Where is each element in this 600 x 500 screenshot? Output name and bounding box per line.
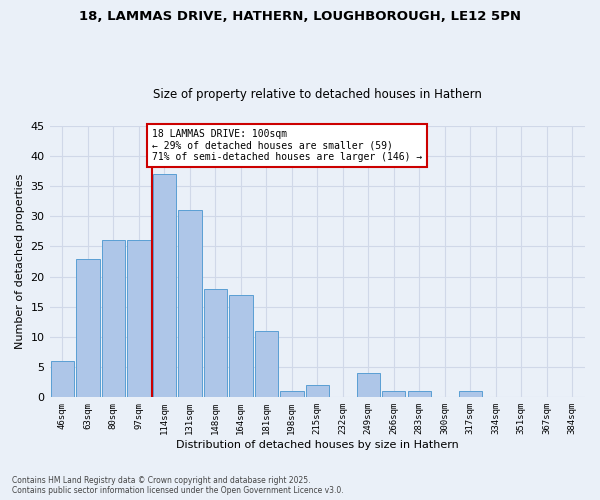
Bar [76, 258, 100, 398]
Bar [254, 331, 278, 398]
Bar [178, 210, 202, 398]
Bar [356, 373, 380, 398]
Text: Contains HM Land Registry data © Crown copyright and database right 2025.
Contai: Contains HM Land Registry data © Crown c… [12, 476, 344, 495]
Bar [127, 240, 151, 398]
Bar [280, 392, 304, 398]
Bar [305, 386, 329, 398]
Bar [152, 174, 176, 398]
Y-axis label: Number of detached properties: Number of detached properties [15, 174, 25, 349]
X-axis label: Distribution of detached houses by size in Hathern: Distribution of detached houses by size … [176, 440, 458, 450]
Bar [50, 361, 74, 398]
Bar [407, 392, 431, 398]
Bar [203, 288, 227, 398]
Bar [229, 294, 253, 398]
Bar [101, 240, 125, 398]
Text: 18 LAMMAS DRIVE: 100sqm
← 29% of detached houses are smaller (59)
71% of semi-de: 18 LAMMAS DRIVE: 100sqm ← 29% of detache… [152, 129, 422, 162]
Bar [382, 392, 406, 398]
Text: 18, LAMMAS DRIVE, HATHERN, LOUGHBOROUGH, LE12 5PN: 18, LAMMAS DRIVE, HATHERN, LOUGHBOROUGH,… [79, 10, 521, 23]
Bar [458, 392, 482, 398]
Title: Size of property relative to detached houses in Hathern: Size of property relative to detached ho… [153, 88, 482, 101]
